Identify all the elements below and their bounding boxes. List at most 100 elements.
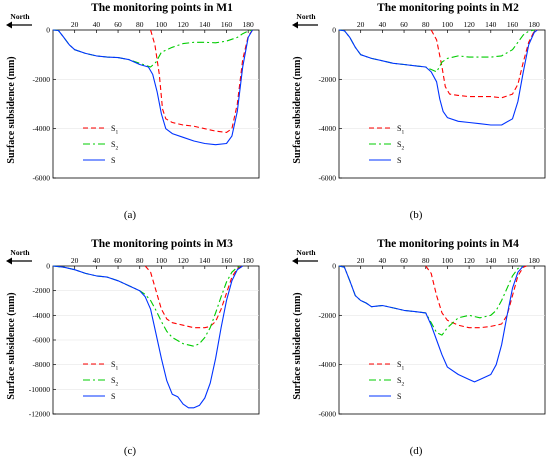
x-tick-label: 80 [422,256,430,265]
y-axis-label: Surface subsidence (mm) [292,56,303,163]
legend-label: S [397,156,401,165]
legend-label-main: S [397,140,401,149]
series-line-S2 [338,265,524,336]
legend-label: S [397,392,401,401]
x-tick-label: 180 [243,256,255,265]
legend-label: S2 [397,140,404,152]
legend-label-main: S [397,156,401,165]
series-line-S [52,29,253,146]
legend-label-sub: 1 [115,130,118,136]
y-tick-label: -2000 [33,286,51,295]
y-tick-label: -12000 [29,410,50,419]
x-tick-label: 80 [136,256,144,265]
series-line-S2 [52,29,253,68]
x-tick-label: 180 [243,20,255,29]
legend-label-main: S [111,360,115,369]
plot-frame [338,265,546,415]
series-line-S2 [52,265,243,347]
y-tick-label: -6000 [33,336,51,345]
legend-label-sub: 2 [401,382,404,388]
x-tick-label: 60 [400,20,408,29]
x-tick-label: 40 [379,20,387,29]
series-line-S [338,29,538,126]
legend-label-sub: 1 [115,366,118,372]
legend-label: S2 [397,376,404,388]
legend-label: S1 [397,124,404,136]
x-tick-label: 180 [529,20,541,29]
legend-label: S2 [111,140,118,152]
y-axis-label: Surface subsidence (mm) [6,292,17,399]
legend-label: S1 [111,360,118,372]
legend-label-main: S [397,376,401,385]
x-tick-label: 140 [199,20,211,29]
legend-label-sub: 2 [115,382,118,388]
north-arrow-head [6,257,12,265]
series-line-S2 [338,29,535,73]
north-label: North [10,12,30,21]
series-line-S1 [144,265,243,329]
chart-title: The monitoring points in M1 [91,2,233,14]
legend-label-main: S [397,360,401,369]
x-tick-label: 120 [177,256,189,265]
x-tick-label: 60 [114,20,122,29]
y-tick-label: -2000 [319,75,337,84]
legend-label: S1 [397,360,404,372]
legend-label-main: S [111,124,115,133]
y-tick-label: -10000 [29,385,50,394]
y-tick-label: 0 [46,262,50,271]
legend-label-sub: 2 [401,146,404,152]
legend-label: S [111,156,115,165]
x-tick-label: 120 [177,20,189,29]
chart-panel: The monitoring points in M4 North 20 40 60 80… [292,238,546,457]
series-line-S [52,265,244,409]
series-line-S [338,265,524,383]
x-tick-label: 40 [93,256,101,265]
x-tick-label: 100 [156,256,168,265]
y-tick-label: 0 [46,26,50,35]
y-tick-label: -4000 [319,124,337,133]
y-tick-label: -6000 [319,410,337,419]
panel-label: (c) [124,445,137,457]
x-tick-label: 20 [357,20,365,29]
x-tick-label: 20 [71,20,79,29]
x-tick-label: 160 [221,256,233,265]
x-tick-label: 100 [156,20,168,29]
series-line-S1 [430,29,538,99]
x-tick-label: 100 [442,256,454,265]
legend-label-main: S [111,140,115,149]
north-arrow-head [6,21,12,29]
x-tick-label: 80 [422,20,430,29]
legend-label-main: S [111,156,115,165]
y-tick-label: -2000 [319,311,337,320]
north-label: North [10,248,30,257]
x-tick-label: 100 [442,20,454,29]
x-tick-label: 40 [379,256,387,265]
x-tick-label: 20 [357,256,365,265]
legend-label-main: S [397,392,401,401]
chart-title: The monitoring points in M2 [377,2,519,14]
x-tick-label: 160 [221,20,233,29]
y-axis-label: Surface subsidence (mm) [6,56,17,163]
legend-label-sub: 2 [115,146,118,152]
north-label: North [296,248,316,257]
y-tick-label: -4000 [319,360,337,369]
chart-title: The monitoring points in M4 [377,238,519,250]
x-tick-label: 40 [93,20,101,29]
legend-label-main: S [397,124,401,133]
y-tick-label: -6000 [319,174,337,183]
y-tick-label: 0 [332,26,336,35]
north-label: North [296,12,316,21]
chart-title: The monitoring points in M3 [91,238,233,250]
y-tick-label: -8000 [33,360,51,369]
x-tick-label: 140 [199,256,211,265]
series-line-S1 [425,265,527,329]
series-line-S1 [150,29,253,133]
y-tick-label: -4000 [33,311,51,320]
north-arrow-head [292,257,298,265]
x-tick-label: 60 [400,256,408,265]
legend-label-main: S [111,392,115,401]
